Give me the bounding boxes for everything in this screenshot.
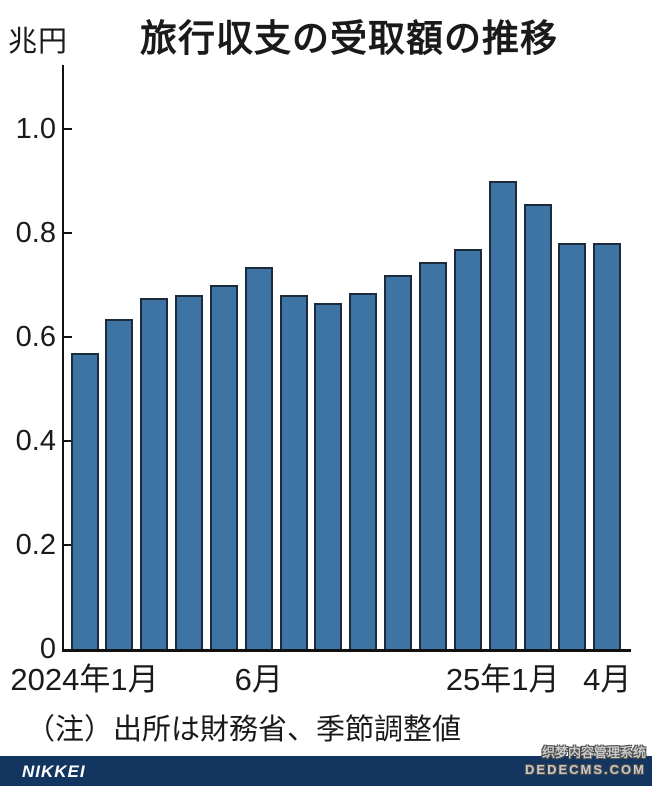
nikkei-logo: NIKKEI: [22, 762, 86, 781]
bar-2024年4月: [175, 295, 204, 649]
bar-2025年3月: [558, 243, 587, 649]
bar-2025年2月: [523, 204, 552, 649]
y-axis-tick-mark: [64, 232, 72, 234]
bar-2024年2月: [105, 319, 134, 649]
x-axis-tick-label: 4月: [583, 662, 632, 697]
y-axis-tick-mark: [64, 440, 72, 442]
y-axis-tick-label: 0.8: [15, 217, 56, 249]
y-axis-tick-label: 1.0: [15, 113, 56, 145]
bar-2024年8月: [314, 303, 343, 649]
y-axis-tick-label: 0.4: [15, 425, 56, 457]
bar-2024年5月: [209, 285, 238, 649]
watermark-cjk-line: 织梦内容管理系统: [541, 745, 646, 760]
y-axis-tick-mark: [64, 544, 72, 546]
bar-2025年4月: [593, 243, 622, 649]
bar-2024年7月: [279, 295, 308, 649]
bar-2024年1月: [70, 353, 99, 649]
bar-2025年1月: [488, 181, 517, 649]
y-axis-tick-label: 0.2: [15, 529, 56, 561]
x-axis-tick-label: 6月: [234, 662, 283, 697]
y-axis-tick-label: 0: [39, 633, 56, 665]
y-axis-tick-mark: [64, 128, 72, 130]
bar-2024年11月: [419, 262, 447, 649]
watermark-url-line: DEDECMS.COM: [525, 762, 646, 777]
y-axis-tick-label: 0.6: [15, 321, 56, 353]
bar-2024年9月: [349, 293, 378, 649]
bar-2024年10月: [384, 275, 413, 649]
bar-chart-plot-area: [62, 65, 631, 652]
y-axis-unit-label: 兆円: [8, 26, 69, 58]
bar-2024年3月: [140, 298, 169, 649]
bar-2024年12月: [453, 249, 482, 649]
x-axis-tick-label: 25年1月: [445, 662, 560, 697]
x-axis-tick-label: 2024年1月: [10, 662, 159, 697]
y-axis-tick-mark: [64, 336, 72, 338]
chart-title: 旅行収支の受取額の推移: [140, 18, 558, 59]
bar-2024年6月: [244, 267, 273, 649]
dedecms-watermark: 织梦内容管理系统 DEDECMS.COM: [525, 744, 646, 778]
footer-brand-bar: [0, 756, 652, 786]
source-note: （注）出所は財務省、季節調整値: [26, 714, 462, 746]
